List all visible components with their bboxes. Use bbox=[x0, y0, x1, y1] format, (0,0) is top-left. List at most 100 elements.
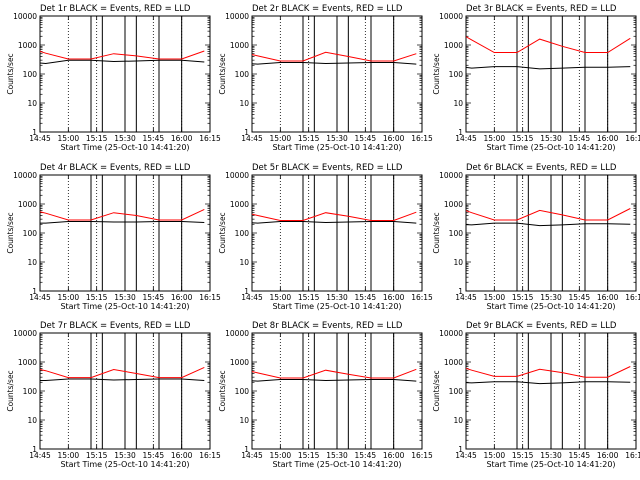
x-axis-label: Start Time (25-Oct-10 14:41:20) bbox=[486, 143, 615, 152]
series-line-events bbox=[40, 378, 205, 381]
x-tick-label: 15:45 bbox=[355, 293, 377, 302]
chart-title: Det 2r BLACK = Events, RED = LLD bbox=[252, 4, 403, 14]
y-tick-label: 1000 bbox=[230, 358, 249, 367]
y-tick-label: 1 bbox=[32, 445, 37, 454]
y-tick-label: 100 bbox=[449, 229, 464, 238]
x-tick-label: 14:45 bbox=[455, 451, 477, 460]
x-tick-label: 16:00 bbox=[171, 293, 193, 302]
y-tick-label: 10 bbox=[27, 99, 37, 108]
x-tick-label: 15:45 bbox=[569, 451, 591, 460]
x-tick-label: 14:45 bbox=[241, 134, 263, 143]
series-line-lld bbox=[466, 208, 631, 221]
x-tick-label: 15:45 bbox=[143, 134, 165, 143]
series-line-events bbox=[466, 381, 631, 385]
y-tick-label: 10000 bbox=[13, 12, 37, 21]
x-tick-label: 15:30 bbox=[114, 134, 136, 143]
x-tick-label: 15:00 bbox=[484, 134, 506, 143]
x-tick-label: 15:00 bbox=[58, 451, 80, 460]
x-tick-label: 15:15 bbox=[512, 134, 534, 143]
y-tick-label: 1000 bbox=[444, 200, 463, 209]
x-tick-label: 16:00 bbox=[383, 134, 405, 143]
y-axis-label: Counts/sec bbox=[432, 53, 441, 94]
y-tick-label: 10 bbox=[453, 416, 463, 425]
series-line-lld bbox=[40, 366, 205, 379]
x-tick-label: 15:30 bbox=[540, 134, 562, 143]
x-axis-label: Start Time (25-Oct-10 14:41:20) bbox=[272, 460, 401, 469]
series-line-lld bbox=[40, 208, 205, 221]
x-tick-label: 15:45 bbox=[569, 293, 591, 302]
x-tick-label: 16:15 bbox=[199, 451, 221, 460]
y-tick-label: 1 bbox=[458, 287, 463, 296]
y-tick-label: 10 bbox=[239, 258, 249, 267]
x-tick-label: 15:15 bbox=[86, 451, 108, 460]
y-tick-label: 1000 bbox=[230, 41, 249, 50]
chart-panel-9: Det 9r BLACK = Events, RED = LLD 1 10 100 10… bbox=[432, 321, 640, 469]
chart-panel-4: Det 4r BLACK = Events, RED = LLD 1 10 100 10… bbox=[6, 163, 221, 311]
x-tick-label: 15:30 bbox=[326, 293, 348, 302]
y-tick-label: 10 bbox=[453, 258, 463, 267]
x-tick-label: 15:00 bbox=[484, 451, 506, 460]
x-axis-label: Start Time (25-Oct-10 14:41:20) bbox=[272, 143, 401, 152]
y-tick-label: 1000 bbox=[18, 41, 37, 50]
chart-panel-2: Det 2r BLACK = Events, RED = LLD 1 10 100 10… bbox=[218, 4, 433, 152]
y-tick-label: 10 bbox=[453, 99, 463, 108]
x-tick-label: 15:00 bbox=[58, 134, 80, 143]
y-tick-label: 100 bbox=[449, 387, 464, 396]
y-axis-label: Counts/sec bbox=[6, 212, 15, 253]
chart-title: Det 3r BLACK = Events, RED = LLD bbox=[466, 4, 617, 14]
chart-title: Det 6r BLACK = Events, RED = LLD bbox=[466, 163, 617, 173]
series-line-events bbox=[466, 66, 631, 70]
y-tick-label: 1000 bbox=[444, 358, 463, 367]
y-tick-label: 1000 bbox=[18, 200, 37, 209]
y-tick-label: 1 bbox=[458, 445, 463, 454]
series-line-lld bbox=[252, 211, 417, 221]
x-tick-label: 15:30 bbox=[326, 451, 348, 460]
y-axis-label: Counts/sec bbox=[218, 53, 227, 94]
x-tick-label: 16:00 bbox=[383, 293, 405, 302]
x-tick-label: 16:00 bbox=[597, 134, 619, 143]
y-tick-label: 100 bbox=[235, 70, 250, 79]
x-tick-label: 16:15 bbox=[411, 134, 433, 143]
y-tick-label: 10000 bbox=[225, 171, 249, 180]
series-line-events bbox=[252, 379, 417, 382]
y-tick-label: 100 bbox=[23, 387, 38, 396]
x-tick-label: 16:15 bbox=[625, 134, 640, 143]
y-tick-label: 10000 bbox=[225, 329, 249, 338]
x-tick-label: 16:15 bbox=[625, 451, 640, 460]
chart-title: Det 8r BLACK = Events, RED = LLD bbox=[252, 321, 403, 331]
x-tick-label: 15:30 bbox=[114, 451, 136, 460]
x-axis-label: Start Time (25-Oct-10 14:41:20) bbox=[486, 460, 615, 469]
x-tick-label: 15:45 bbox=[355, 134, 377, 143]
x-tick-label: 15:00 bbox=[484, 293, 506, 302]
series-line-events bbox=[466, 222, 631, 227]
y-tick-label: 1 bbox=[244, 128, 249, 137]
y-tick-label: 10000 bbox=[439, 329, 463, 338]
y-tick-label: 10 bbox=[239, 416, 249, 425]
x-tick-label: 15:45 bbox=[355, 451, 377, 460]
x-axis-label: Start Time (25-Oct-10 14:41:20) bbox=[60, 460, 189, 469]
chart-title: Det 9r BLACK = Events, RED = LLD bbox=[466, 321, 617, 331]
x-axis-label: Start Time (25-Oct-10 14:41:20) bbox=[486, 302, 615, 311]
x-tick-label: 14:45 bbox=[455, 293, 477, 302]
y-tick-label: 1 bbox=[32, 287, 37, 296]
chart-title: Det 7r BLACK = Events, RED = LLD bbox=[40, 321, 191, 331]
x-tick-label: 16:00 bbox=[383, 451, 405, 460]
x-tick-label: 16:00 bbox=[597, 293, 619, 302]
series-line-lld bbox=[466, 366, 631, 378]
x-tick-label: 15:15 bbox=[512, 293, 534, 302]
x-tick-label: 15:30 bbox=[540, 451, 562, 460]
x-tick-label: 16:00 bbox=[597, 451, 619, 460]
series-line-lld bbox=[466, 36, 631, 53]
y-tick-label: 1000 bbox=[444, 41, 463, 50]
x-tick-label: 16:00 bbox=[171, 451, 193, 460]
chart-title: Det 5r BLACK = Events, RED = LLD bbox=[252, 163, 403, 173]
x-tick-label: 15:00 bbox=[270, 134, 292, 143]
x-tick-label: 15:00 bbox=[270, 451, 292, 460]
series-line-events bbox=[252, 62, 417, 65]
y-tick-label: 10 bbox=[27, 416, 37, 425]
x-tick-label: 14:45 bbox=[29, 451, 51, 460]
series-line-events bbox=[252, 221, 417, 224]
x-tick-label: 15:30 bbox=[114, 293, 136, 302]
y-tick-label: 1000 bbox=[18, 358, 37, 367]
